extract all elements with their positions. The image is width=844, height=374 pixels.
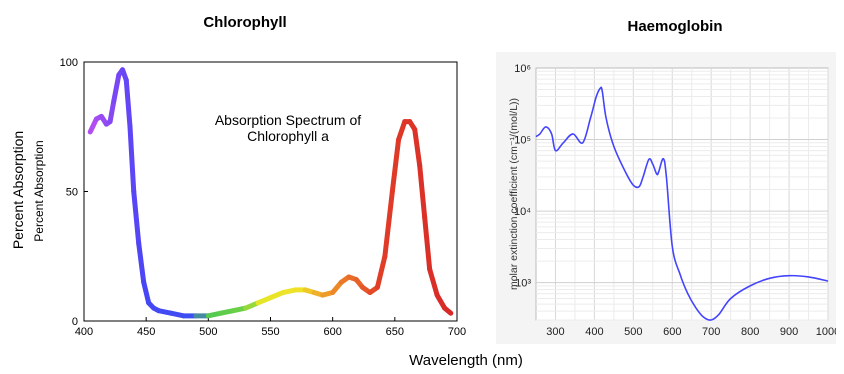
y-tick-label: 10⁴ (514, 206, 531, 218)
x-tick-label: 500 (624, 326, 642, 338)
x-tick-label: 400 (585, 326, 603, 338)
spectrum-segment (422, 214, 433, 272)
spectrum-segment (123, 77, 133, 130)
x-tick-label: 1000 (816, 326, 836, 338)
spectrum-segment (412, 126, 423, 169)
chlorophyll-annotation-line2: Chlorophyll a (247, 128, 329, 144)
haemoglobin-chart: 300 400 500 600 700 800 900 1000 10³ 10⁴ 10⁵ 10⁶ mo… (508, 63, 836, 338)
x-tick-label: 400 (75, 326, 93, 338)
spectrum-segment (427, 266, 440, 298)
right-chart-title: Haemoglobin (627, 18, 723, 35)
x-tick-label: 800 (741, 326, 759, 338)
x-tick-label: 300 (546, 326, 564, 338)
y-tick-label: 10³ (515, 278, 531, 290)
spectrum-segment (127, 124, 137, 194)
chlorophyll-plot-area (83, 61, 458, 322)
spectrum-segment (111, 72, 122, 104)
left-chart-title: Chlorophyll (203, 14, 287, 31)
haemoglobin-line (535, 86, 829, 321)
chlorophyll-annotation-line1: Absorption Spectrum of (215, 112, 361, 128)
y-tick-label: 50 (66, 187, 78, 199)
haemoglobin-ylabel: molar extinction coefficient (cm⁻¹/(mol/… (508, 98, 520, 290)
x-tick-label: 900 (780, 326, 798, 338)
spectrum-segment (396, 119, 408, 143)
x-tick-label: 650 (386, 326, 404, 338)
x-tick-label: 600 (323, 326, 341, 338)
x-tick-label: 700 (702, 326, 720, 338)
spectrum-segment (107, 98, 117, 125)
spectrum-segment (136, 240, 147, 285)
spectrum-segment (374, 253, 388, 290)
y-tick-label: 10⁶ (514, 63, 531, 75)
shared-xlabel: Wavelength (nm) (409, 352, 523, 369)
spectrum-segment (389, 137, 402, 194)
x-tick-label: 550 (261, 326, 279, 338)
spectrum-segment (131, 189, 142, 246)
y-tick-label: 0 (72, 316, 78, 328)
spectrum-segment (442, 305, 454, 316)
x-tick-label: 500 (199, 326, 217, 338)
x-tick-label: 450 (137, 326, 155, 338)
y-tick-label: 10⁵ (514, 135, 531, 147)
y-tick-label: 100 (60, 57, 78, 69)
chlorophyll-chart: 400 450 500 550 600 650 700 0 50 100 Absorption S… (60, 57, 467, 338)
x-tick-label: 700 (448, 326, 466, 338)
spectrum-segment (382, 189, 395, 259)
chlorophyll-annotation-line2-text: Chlorophyll a (247, 128, 329, 144)
x-tick-label: 600 (663, 326, 681, 338)
spectrum-segment (417, 163, 428, 220)
spectrum-segment (141, 279, 152, 306)
